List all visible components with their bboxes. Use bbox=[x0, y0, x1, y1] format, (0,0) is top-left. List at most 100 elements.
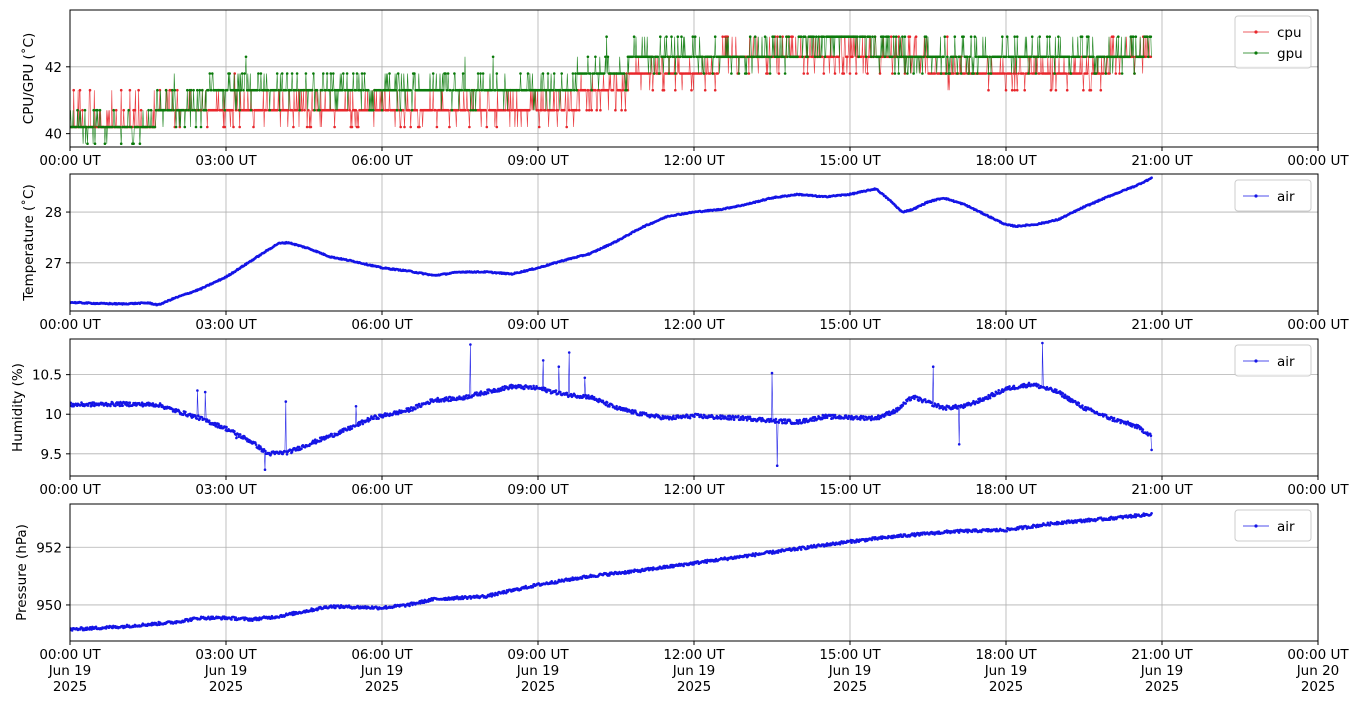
data-point bbox=[877, 414, 880, 417]
x-tick-label: 06:00 UT bbox=[351, 153, 413, 169]
data-point bbox=[552, 108, 556, 112]
data-point bbox=[238, 433, 242, 436]
y-tick-label: 40 bbox=[45, 127, 62, 143]
data-point bbox=[611, 88, 615, 92]
data-point bbox=[816, 55, 819, 59]
data-point bbox=[1044, 55, 1048, 59]
legend-box bbox=[1234, 179, 1312, 212]
data-point bbox=[399, 125, 403, 129]
data-point bbox=[418, 125, 421, 129]
data-point bbox=[540, 88, 543, 92]
data-point bbox=[689, 72, 692, 75]
data-point bbox=[263, 468, 267, 472]
data-point bbox=[1149, 55, 1153, 59]
data-point bbox=[939, 72, 943, 75]
data-point bbox=[76, 108, 79, 112]
data-point bbox=[887, 35, 890, 38]
data-point bbox=[195, 417, 199, 420]
data-point bbox=[1014, 55, 1018, 59]
y-tick-label: 10 bbox=[45, 407, 62, 423]
data-point bbox=[921, 72, 924, 75]
x-tick-label: 15:00 UT bbox=[819, 153, 881, 169]
series-line-cpu bbox=[70, 36, 1152, 128]
data-point bbox=[675, 55, 678, 59]
data-point bbox=[484, 108, 487, 112]
data-point bbox=[473, 88, 476, 92]
data-point bbox=[434, 108, 438, 112]
data-point bbox=[665, 35, 668, 38]
data-point bbox=[396, 72, 400, 75]
data-point bbox=[350, 427, 354, 430]
data-point bbox=[859, 418, 862, 421]
y-tick-label: 27 bbox=[45, 256, 62, 272]
data-point bbox=[1134, 35, 1138, 38]
data-point bbox=[532, 384, 535, 388]
data-point bbox=[545, 88, 548, 92]
legend-label-air: air bbox=[1277, 189, 1295, 205]
series-markers-air bbox=[70, 341, 1153, 472]
data-point bbox=[1103, 55, 1106, 59]
data-point bbox=[752, 55, 756, 59]
data-point bbox=[574, 72, 577, 75]
data-point bbox=[1041, 341, 1044, 345]
data-point bbox=[526, 72, 530, 75]
data-point bbox=[149, 108, 153, 112]
data-point bbox=[938, 55, 942, 59]
data-point bbox=[1089, 88, 1093, 92]
data-point bbox=[357, 125, 360, 129]
data-point bbox=[931, 365, 935, 369]
data-point bbox=[237, 435, 240, 439]
data-point bbox=[728, 55, 732, 59]
data-point bbox=[657, 72, 661, 75]
data-point bbox=[1055, 388, 1058, 392]
data-point bbox=[1128, 55, 1131, 59]
legend: air bbox=[1234, 179, 1312, 212]
data-point bbox=[1048, 72, 1051, 75]
data-point bbox=[986, 397, 990, 401]
data-point bbox=[97, 125, 100, 129]
data-point bbox=[1150, 176, 1153, 179]
series-gpu bbox=[70, 35, 1153, 145]
data-point bbox=[362, 88, 365, 92]
data-point bbox=[870, 415, 874, 418]
data-point bbox=[659, 35, 662, 38]
data-point bbox=[340, 88, 344, 92]
legend-marker-air bbox=[1254, 359, 1258, 363]
data-point bbox=[82, 125, 85, 129]
data-point bbox=[153, 125, 157, 129]
data-point bbox=[784, 418, 787, 421]
data-point bbox=[315, 88, 319, 92]
data-point bbox=[395, 108, 399, 112]
data-point bbox=[303, 88, 306, 92]
data-point bbox=[410, 406, 414, 409]
data-point bbox=[1027, 381, 1031, 385]
data-point bbox=[451, 88, 455, 92]
data-point bbox=[857, 55, 860, 59]
data-point bbox=[131, 403, 134, 407]
data-point bbox=[952, 55, 955, 59]
data-point bbox=[567, 108, 571, 112]
data-point bbox=[988, 55, 992, 59]
data-point bbox=[791, 35, 794, 38]
data-point bbox=[1094, 72, 1098, 75]
data-point bbox=[664, 55, 667, 59]
data-point bbox=[897, 72, 900, 75]
data-point bbox=[449, 88, 452, 92]
data-point bbox=[1052, 55, 1055, 59]
data-point bbox=[1030, 35, 1034, 38]
data-point bbox=[620, 108, 623, 112]
data-point bbox=[133, 108, 137, 112]
data-point bbox=[914, 35, 918, 38]
data-point bbox=[737, 72, 741, 75]
data-point bbox=[1064, 72, 1068, 75]
data-point bbox=[701, 416, 705, 420]
data-point bbox=[575, 108, 578, 112]
data-point bbox=[802, 72, 806, 75]
data-point bbox=[541, 388, 544, 392]
data-point bbox=[239, 88, 243, 92]
data-point bbox=[261, 450, 265, 453]
data-point bbox=[856, 35, 859, 38]
data-point bbox=[822, 35, 826, 38]
data-point bbox=[1005, 388, 1008, 391]
data-point bbox=[223, 125, 227, 129]
